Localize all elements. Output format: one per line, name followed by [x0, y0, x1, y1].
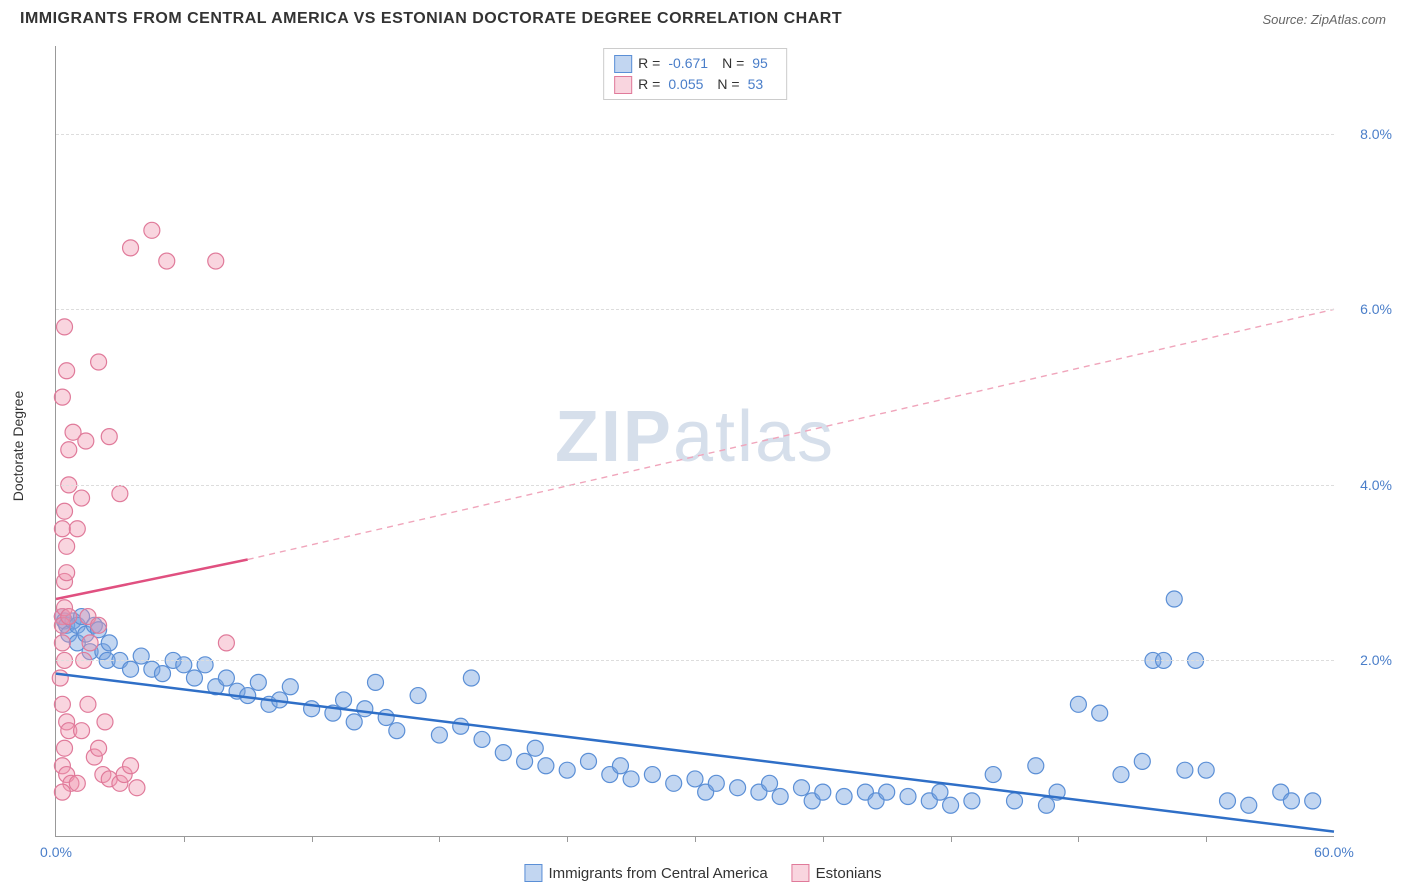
chart-title: IMMIGRANTS FROM CENTRAL AMERICA VS ESTON…	[20, 10, 842, 28]
x-tick-mark	[695, 836, 696, 842]
x-tick-mark	[951, 836, 952, 842]
x-tick-label: 0.0%	[40, 844, 72, 860]
x-tick-mark	[1078, 836, 1079, 842]
legend-swatch-1	[524, 864, 542, 882]
legend-label-2: Estonians	[816, 865, 882, 882]
legend-item-1: Immigrants from Central America	[524, 864, 767, 882]
gridline	[56, 134, 1334, 135]
legend-label-1: Immigrants from Central America	[548, 865, 767, 882]
gridline	[56, 309, 1334, 310]
x-tick-mark	[567, 836, 568, 842]
gridline	[56, 485, 1334, 486]
gridline	[56, 660, 1334, 661]
x-tick-mark	[184, 836, 185, 842]
plot-area: ZIPatlas R = -0.671 N = 95 R = 0.055 N =…	[55, 46, 1334, 837]
legend-swatch-2	[792, 864, 810, 882]
x-tick-mark	[1206, 836, 1207, 842]
x-tick-mark	[312, 836, 313, 842]
source-attribution: Source: ZipAtlas.com	[1262, 12, 1386, 27]
y-tick-label: 8.0%	[1360, 126, 1392, 142]
y-axis-label: Doctorate Degree	[10, 391, 26, 502]
y-tick-label: 4.0%	[1360, 477, 1392, 493]
series-legend: Immigrants from Central America Estonian…	[524, 864, 881, 882]
x-tick-mark	[823, 836, 824, 842]
y-tick-label: 6.0%	[1360, 301, 1392, 317]
chart-header: IMMIGRANTS FROM CENTRAL AMERICA VS ESTON…	[0, 0, 1406, 34]
legend-item-2: Estonians	[792, 864, 882, 882]
scatter-svg	[56, 46, 1334, 836]
x-tick-label: 60.0%	[1314, 844, 1354, 860]
y-tick-label: 2.0%	[1360, 652, 1392, 668]
x-tick-mark	[439, 836, 440, 842]
